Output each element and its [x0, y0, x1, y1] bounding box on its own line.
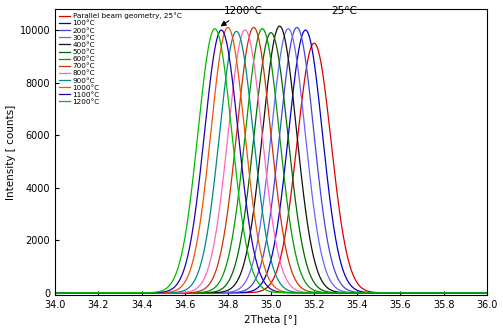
- X-axis label: 2Theta [°]: 2Theta [°]: [244, 314, 298, 324]
- Text: 1200°C: 1200°C: [221, 6, 263, 26]
- Legend: Parallel beam geometry, 25°C, 100°C, 200°C, 300°C, 400°C, 500°C, 600°C, 700°C, 8: Parallel beam geometry, 25°C, 100°C, 200…: [57, 11, 183, 107]
- Y-axis label: Intensity [ counts]: Intensity [ counts]: [6, 105, 16, 200]
- Text: 25°C: 25°C: [331, 6, 357, 16]
